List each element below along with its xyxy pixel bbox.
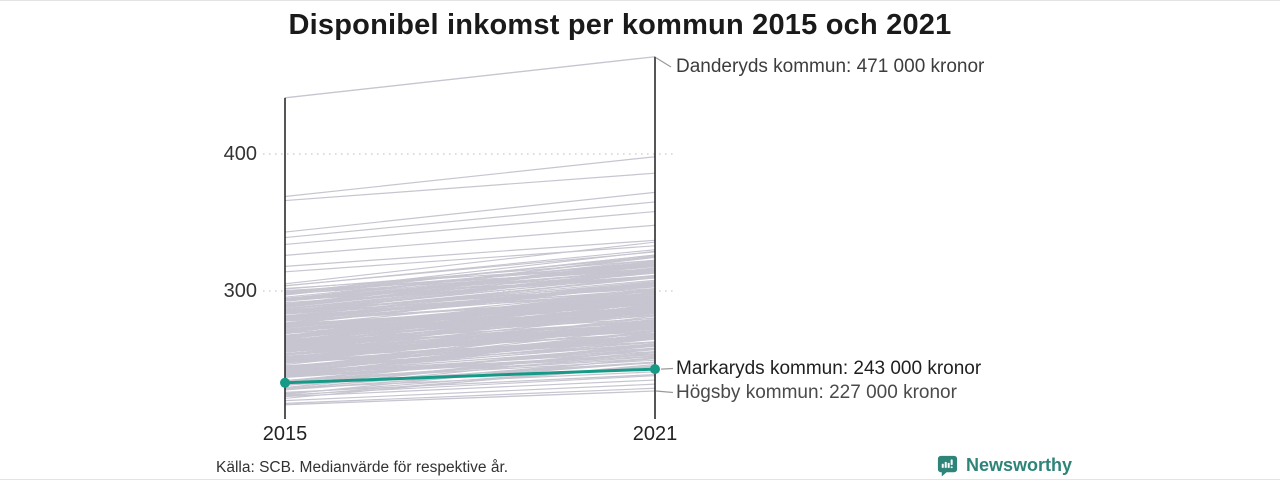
y-tick-300: 300 [223, 280, 257, 302]
municipality-line [284, 172, 656, 202]
municipality-line [284, 383, 656, 402]
annotation-markaryd: Markaryds kommun: 243 000 kronor [676, 358, 982, 379]
municipality-line [284, 353, 656, 377]
branding-name: Newsworthy [966, 455, 1073, 475]
danderyd-connector [655, 57, 672, 68]
municipality-line [284, 319, 656, 353]
municipality-line [284, 277, 656, 304]
municipality-line [284, 268, 656, 295]
municipality-line [284, 291, 656, 313]
municipality-line [284, 295, 656, 338]
source-note: Källa: SCB. Medianvärde för respektive å… [216, 459, 509, 476]
municipality-line [284, 307, 656, 348]
municipality-line [284, 371, 656, 389]
municipality-line [284, 270, 656, 301]
municipality-line [284, 282, 656, 324]
municipality-line [284, 328, 656, 349]
municipality-line [284, 261, 656, 298]
municipality-line [284, 341, 656, 371]
x-tick-2015: 2015 [262, 423, 308, 445]
municipality-line [284, 267, 656, 307]
municipality-line [284, 341, 656, 363]
municipality-line [284, 309, 656, 341]
chart-title: Disponibel inkomst per kommun 2015 och 2… [288, 9, 952, 41]
branding: Newsworthy [936, 454, 1072, 477]
annotation-danderyd: Danderyds kommun: 471 000 kronor [676, 56, 985, 77]
municipality-line [284, 224, 656, 256]
markaryd-2015-dot [280, 377, 290, 388]
municipality-line [284, 265, 656, 301]
municipality-line [284, 282, 656, 320]
municipality-line [284, 268, 656, 293]
municipality-line [284, 387, 656, 404]
x-tick-2021: 2021 [632, 423, 678, 445]
municipality-line [284, 291, 656, 332]
municipality-line [284, 201, 656, 239]
municipality-line [284, 356, 656, 382]
markaryd-connector [660, 367, 674, 370]
markaryd-2021-dot [650, 364, 660, 375]
municipality-line [284, 334, 656, 376]
municipality-line [284, 191, 656, 233]
municipality-line [284, 156, 656, 198]
municipality-line [284, 250, 656, 294]
municipality-line [284, 210, 656, 246]
municipality-line [284, 276, 656, 314]
municipality-line [284, 375, 656, 396]
municipality-line [284, 302, 656, 346]
municipality-line [284, 343, 656, 373]
markaryd-highlight-line [284, 367, 656, 385]
municipality-line [284, 351, 656, 385]
newsworthy-chart-bubble-icon [937, 455, 958, 477]
municipality-line [284, 373, 656, 393]
municipality-line [284, 305, 656, 339]
municipality-line [284, 379, 656, 398]
danderyd-line [284, 56, 656, 99]
municipality-line [284, 344, 656, 382]
y-tick-400: 400 [223, 143, 257, 165]
municipality-line [284, 245, 656, 273]
municipality-line [284, 289, 656, 327]
municipality-line [284, 297, 656, 342]
municipality-line [284, 288, 656, 311]
municipality-line [284, 241, 656, 285]
hogsby-line [284, 390, 656, 406]
municipality-line [284, 297, 656, 322]
municipality-line [284, 355, 656, 378]
municipality-line [284, 271, 656, 310]
municipality-line [284, 325, 656, 356]
municipality-line [284, 330, 656, 371]
hogsby-connector [655, 390, 674, 394]
annotation-hogsby: Högsby kommun: 227 000 kronor [676, 382, 957, 403]
municipality-line [284, 322, 656, 352]
municipality-line [284, 249, 656, 287]
municipality-line [284, 310, 656, 350]
municipality-line [284, 239, 656, 267]
municipality-line [284, 329, 656, 356]
